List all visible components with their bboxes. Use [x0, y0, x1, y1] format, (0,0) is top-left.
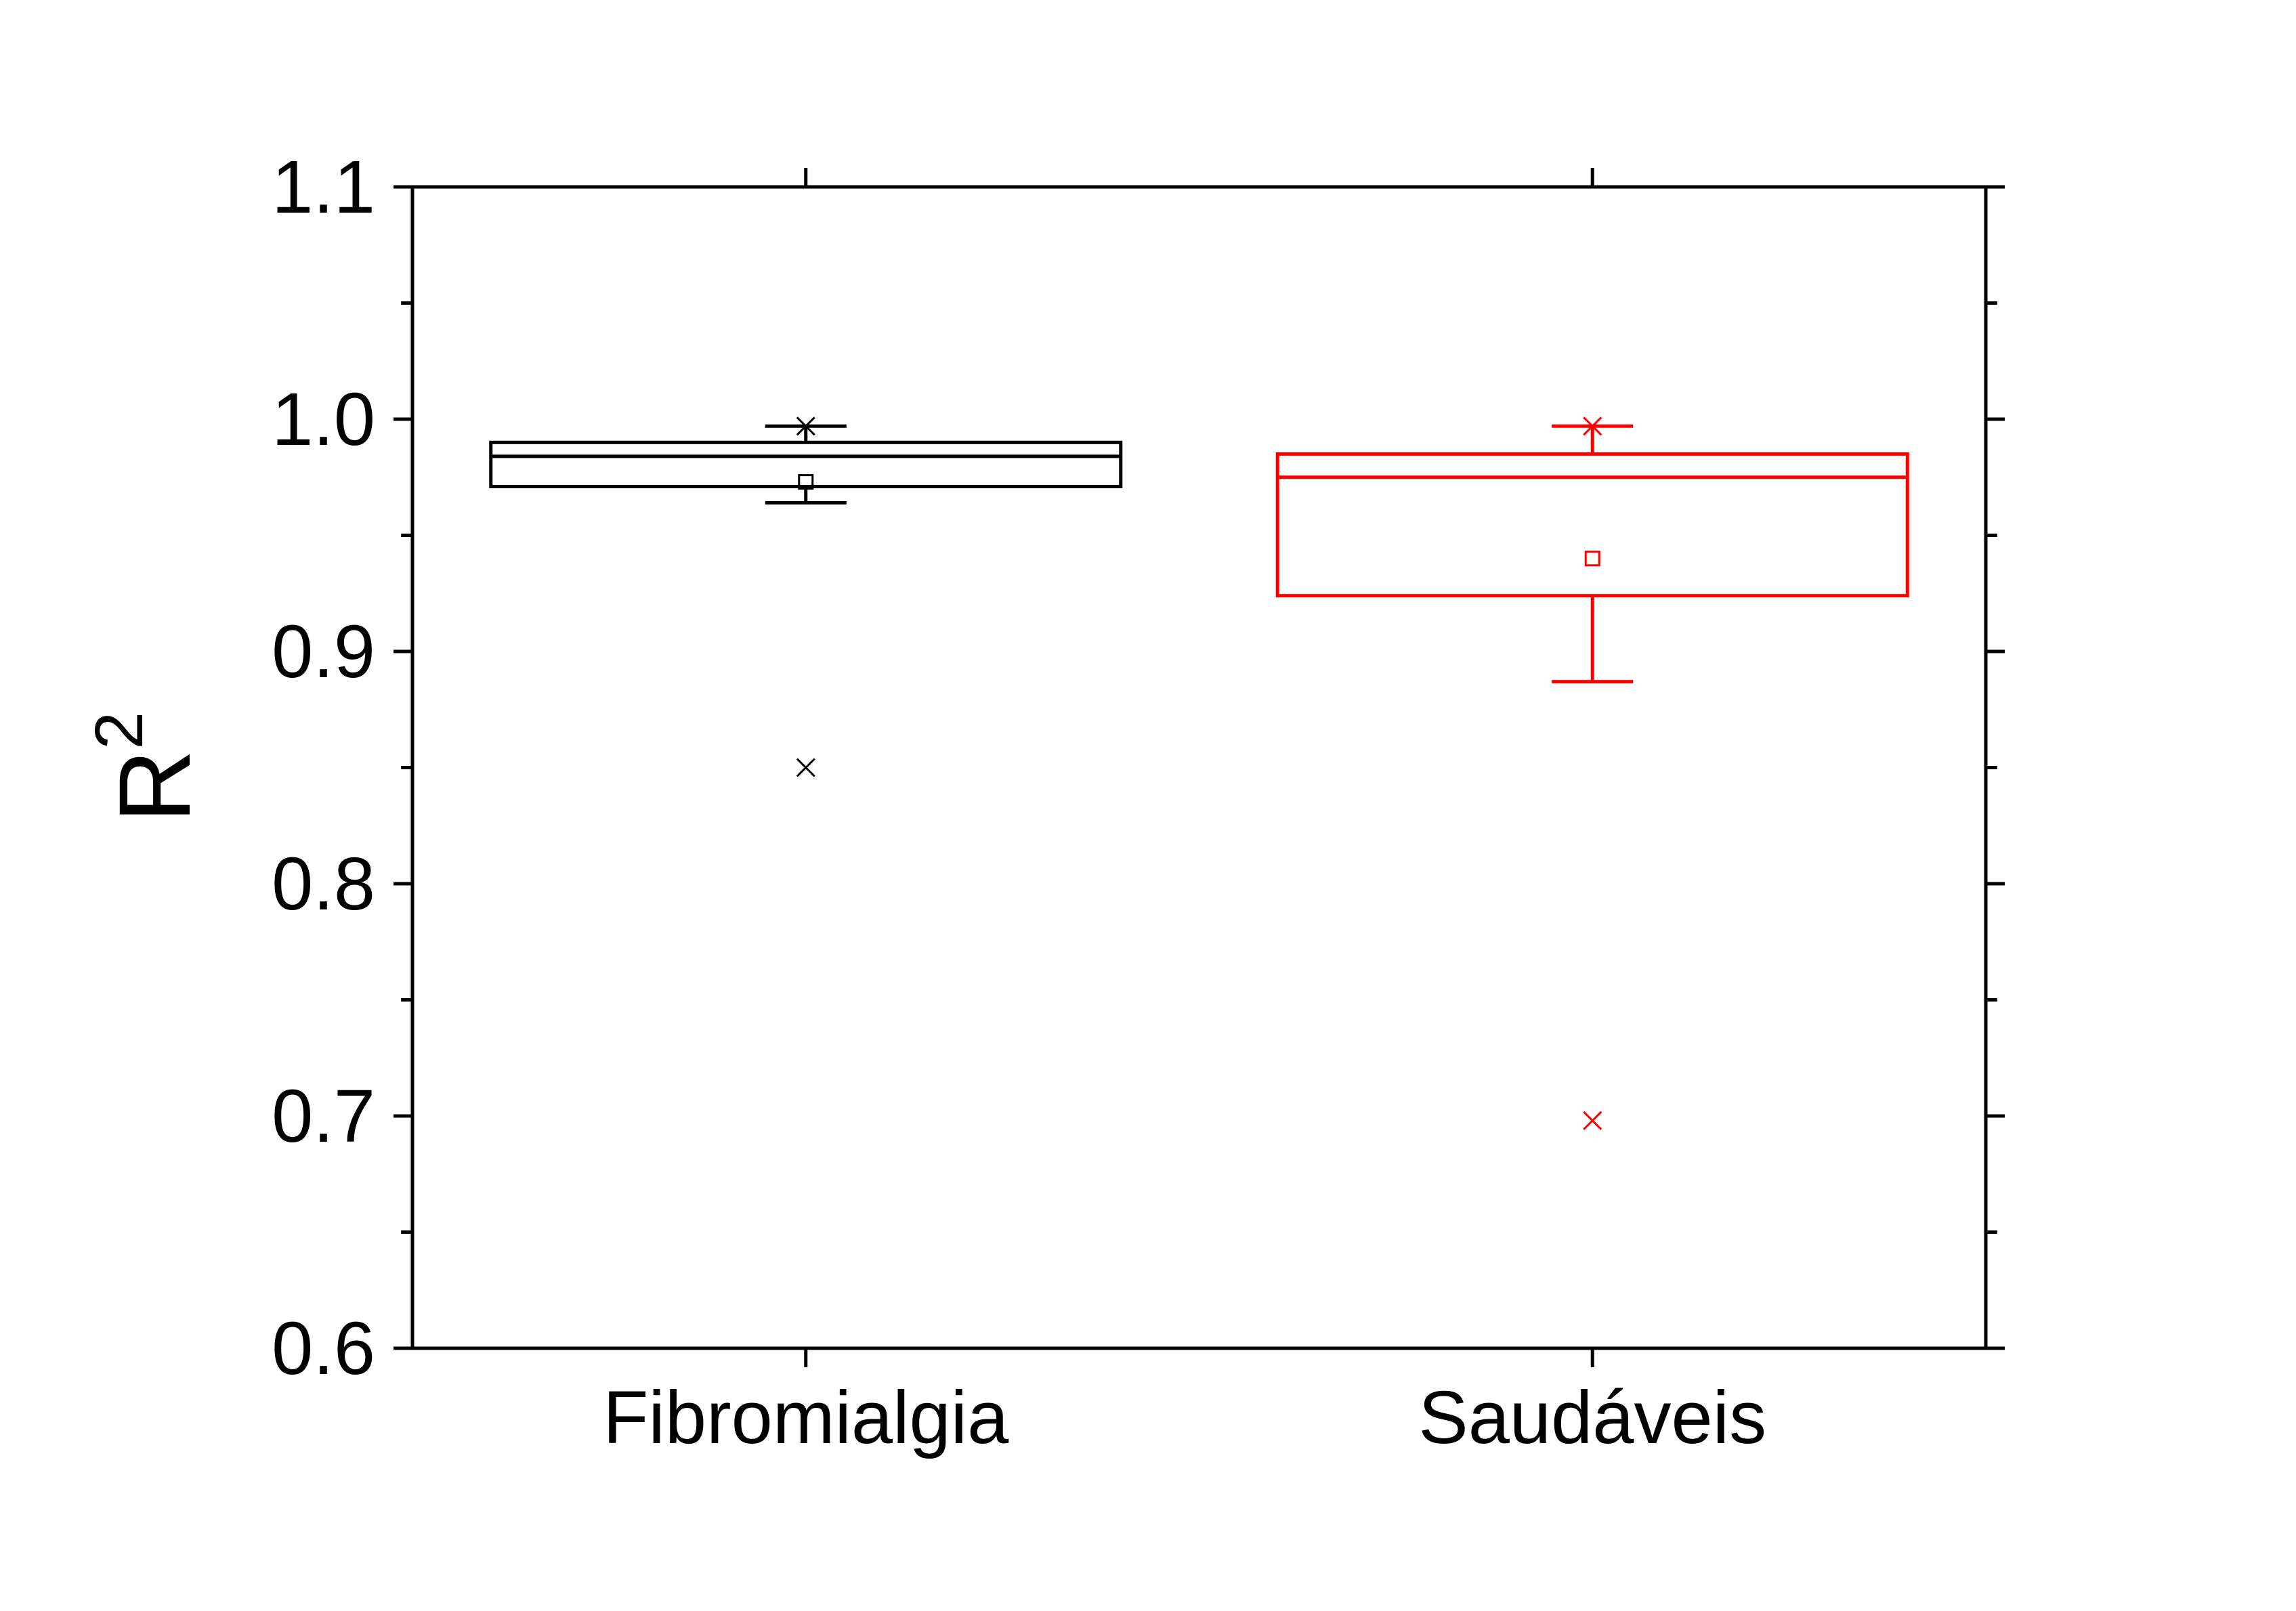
- extreme-marker-stroke: [796, 416, 815, 436]
- extreme-marker-stroke: [1583, 416, 1602, 436]
- box-1: [489, 416, 1123, 777]
- x-axis-ticks: Fibromialgia Saudáveis: [603, 168, 1766, 1459]
- y-axis-ticks: 0.6 0.7 0.8 0.9 1.0 1.1: [272, 146, 2005, 1390]
- y-tick-label: 0.9: [272, 610, 375, 693]
- y-axis-label: R2: [81, 712, 211, 823]
- extreme-marker: [796, 758, 815, 777]
- box-2: [1275, 416, 1909, 1130]
- extreme-marker: [1583, 416, 1602, 436]
- plot-frame: [410, 185, 1988, 1350]
- iqr-box: [489, 440, 1123, 488]
- extreme-marker-stroke: [796, 758, 815, 777]
- mean-marker: [1584, 551, 1600, 567]
- y-tick-label: 1.0: [272, 378, 375, 461]
- y-tick-label: 0.7: [272, 1075, 375, 1158]
- box-series: [489, 416, 1909, 1130]
- mean-marker: [798, 474, 814, 490]
- x-tick-label: Fibromialgia: [603, 1376, 1009, 1459]
- y-tick-label: 1.1: [272, 146, 375, 229]
- extreme-marker-stroke: [1583, 1111, 1602, 1130]
- y-tick-label: 0.8: [272, 842, 375, 926]
- y-tick-label: 0.6: [272, 1307, 375, 1390]
- y-axis-label-superscript: 2: [81, 712, 157, 750]
- extreme-marker: [796, 416, 815, 436]
- iqr-box: [1275, 452, 1909, 598]
- extreme-marker: [1583, 1111, 1602, 1130]
- x-tick-label: Saudáveis: [1418, 1376, 1766, 1459]
